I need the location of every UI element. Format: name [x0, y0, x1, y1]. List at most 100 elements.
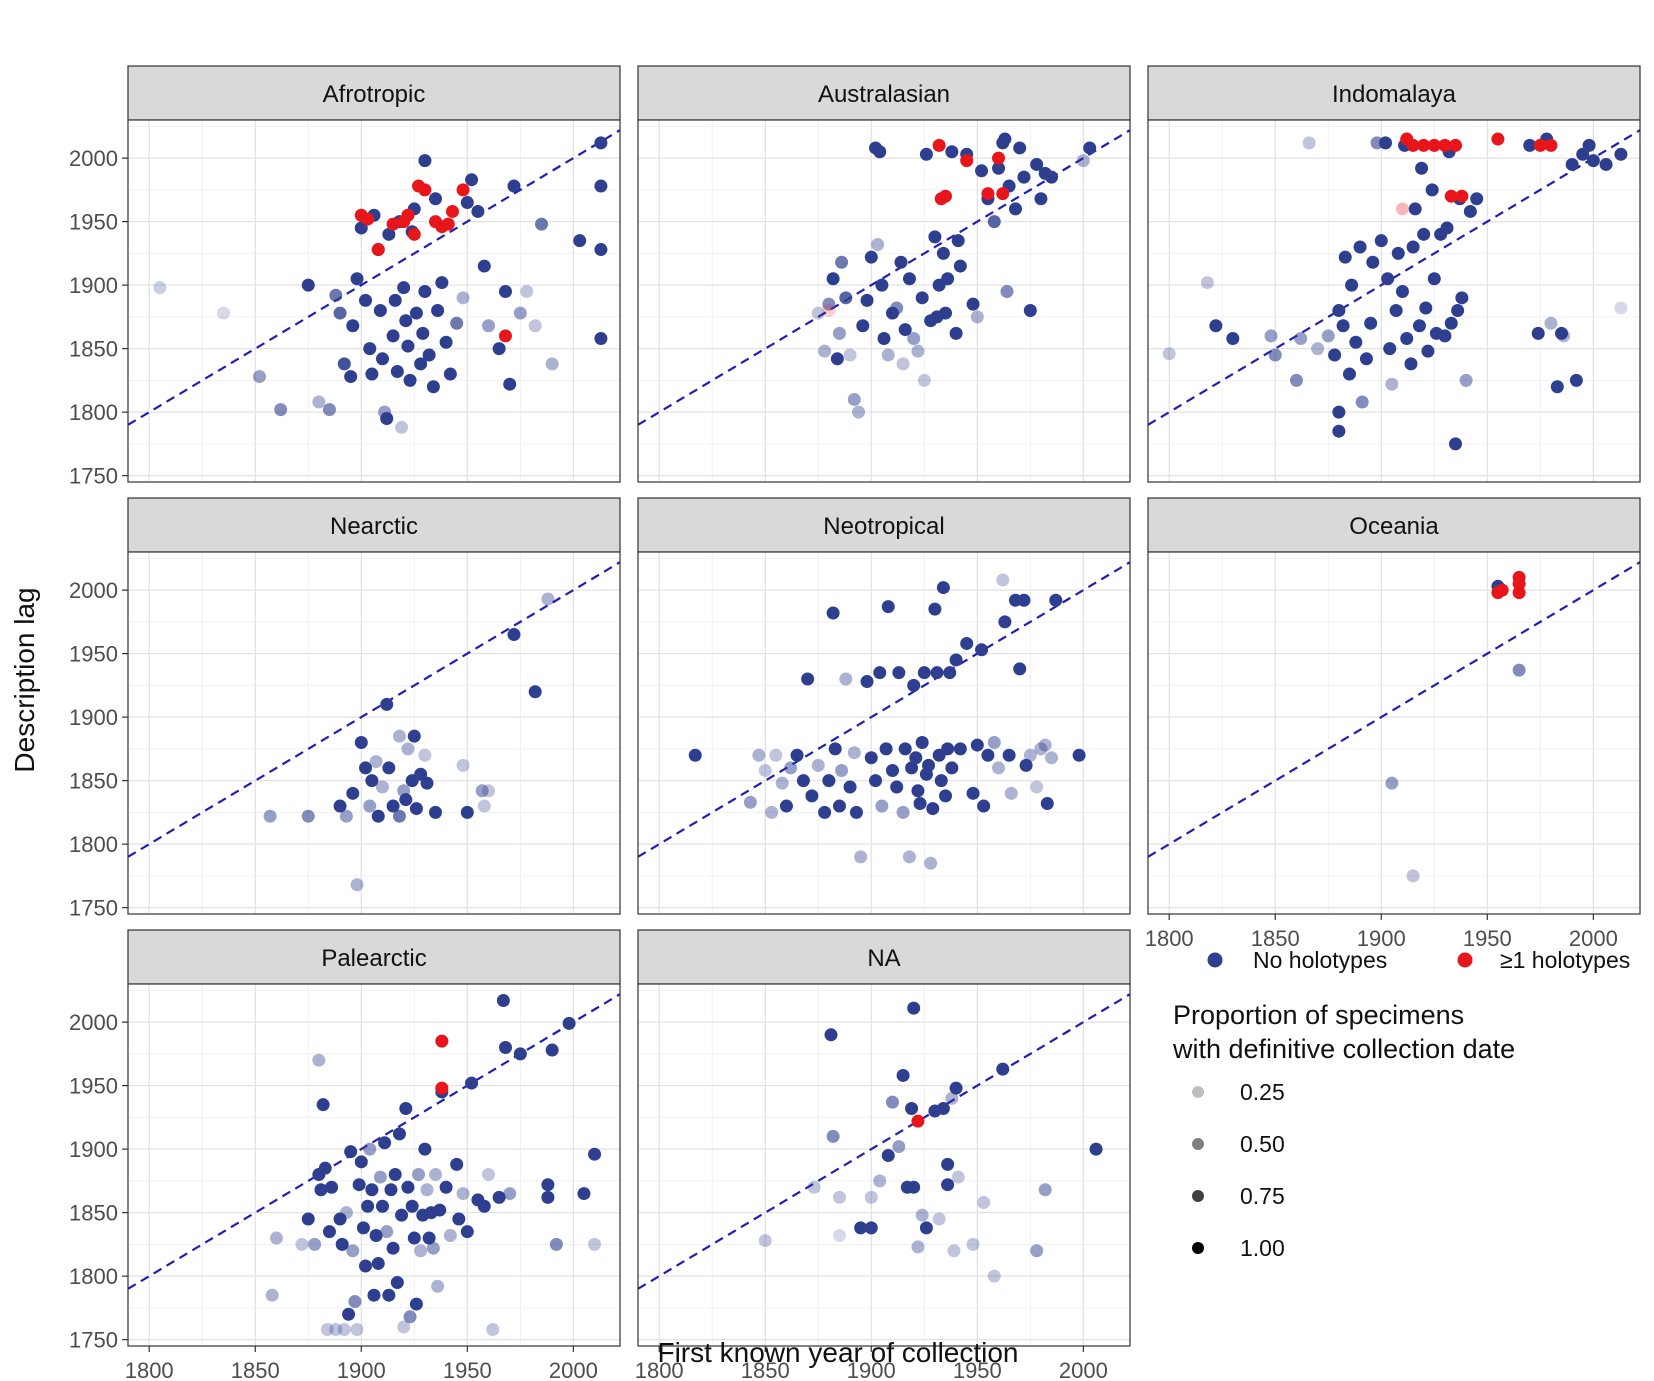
data-point	[1449, 138, 1462, 152]
data-point	[939, 189, 952, 203]
data-point	[386, 799, 400, 813]
facet-panel-indomalaya: Indomalaya	[1147, 65, 1641, 483]
data-point	[896, 1068, 910, 1082]
data-point	[1427, 272, 1441, 286]
plot-area-nearctic	[128, 552, 620, 914]
data-point	[390, 364, 404, 378]
data-point	[864, 250, 878, 264]
panel-border-na	[637, 983, 1131, 1347]
data-point	[420, 776, 434, 790]
facet-panel-afrotropic: Afrotropic 1750 1800 1850 1900 1950 2000	[69, 65, 621, 489]
data-point	[216, 306, 230, 320]
data-point	[498, 284, 512, 298]
data-point	[418, 748, 432, 762]
data-point	[894, 255, 908, 269]
data-point	[1512, 663, 1526, 677]
data-point	[915, 1208, 929, 1222]
data-point	[1421, 344, 1435, 358]
data-point	[890, 780, 904, 794]
data-point	[356, 1221, 370, 1235]
y-tick-label: 1850	[69, 337, 118, 362]
data-point	[1017, 170, 1031, 184]
data-point	[1038, 738, 1052, 752]
data-point	[1491, 132, 1505, 146]
data-point	[784, 761, 798, 775]
data-point	[1008, 202, 1022, 216]
data-point	[528, 685, 542, 699]
data-point	[409, 1297, 423, 1311]
data-point	[456, 758, 470, 772]
data-point	[926, 802, 940, 816]
data-point	[1045, 170, 1059, 184]
data-point	[535, 217, 549, 231]
legend-alpha-title-line1: Proportion of specimens	[1173, 1000, 1464, 1030]
data-point	[507, 628, 521, 642]
data-point	[1415, 161, 1429, 175]
data-point	[835, 255, 849, 269]
data-point	[1013, 141, 1027, 155]
data-point	[896, 357, 910, 371]
x-tick-label: 2000	[549, 1358, 598, 1381]
x-tick-label: 2000	[1059, 1358, 1108, 1381]
data-point	[801, 672, 815, 686]
data-point	[588, 1237, 602, 1251]
data-point	[1030, 780, 1044, 794]
data-point	[429, 192, 442, 206]
data-point	[477, 799, 491, 813]
data-point	[1023, 304, 1037, 318]
y-tick-label: 1750	[69, 896, 118, 921]
data-point	[1550, 380, 1564, 394]
data-point	[426, 380, 440, 394]
data-point	[407, 227, 421, 241]
data-point	[898, 742, 912, 756]
data-point	[892, 1140, 906, 1154]
data-point	[513, 306, 527, 320]
panel-border-palearctic	[127, 983, 621, 1347]
data-point	[1557, 329, 1571, 343]
data-point	[992, 161, 1006, 175]
data-point	[1045, 751, 1059, 765]
legend-alpha-label-100: 1.00	[1240, 1235, 1285, 1261]
data-point	[344, 1145, 358, 1159]
data-point	[864, 1190, 878, 1204]
data-point	[1438, 329, 1452, 343]
data-point	[981, 748, 995, 762]
data-point	[322, 403, 336, 417]
facet-strip-indomalaya	[1147, 65, 1641, 121]
data-point	[486, 1322, 500, 1336]
data-point	[392, 1127, 406, 1141]
data-point	[392, 729, 406, 743]
data-point	[382, 227, 396, 241]
data-point	[1533, 138, 1547, 152]
facet-title-neotropical: Neotropical	[823, 513, 944, 540]
data-point	[941, 742, 955, 756]
data-point	[352, 1178, 366, 1192]
data-point	[902, 272, 916, 286]
data-point	[367, 1288, 381, 1302]
data-point	[877, 331, 891, 345]
data-point	[951, 1170, 965, 1184]
data-point	[826, 272, 840, 286]
data-point	[492, 1190, 506, 1204]
data-point	[1013, 662, 1027, 676]
data-point	[919, 147, 933, 161]
data-point	[422, 348, 436, 362]
data-point	[1544, 316, 1558, 330]
data-point	[752, 748, 766, 762]
data-point	[492, 342, 506, 356]
data-point	[907, 1001, 921, 1015]
data-point	[482, 1168, 496, 1182]
data-point	[414, 357, 428, 371]
data-point	[382, 1288, 396, 1302]
data-point	[350, 272, 364, 286]
data-point	[375, 780, 389, 794]
data-point	[996, 573, 1010, 587]
data-point	[828, 742, 842, 756]
data-point	[1049, 593, 1063, 607]
facet-panel-neotropical: Neotropical	[637, 497, 1131, 915]
data-point	[1451, 304, 1465, 318]
x-tick-label: 1900	[847, 1358, 896, 1381]
data-point	[885, 763, 899, 777]
data-point	[1417, 138, 1431, 152]
data-point	[450, 1157, 464, 1171]
